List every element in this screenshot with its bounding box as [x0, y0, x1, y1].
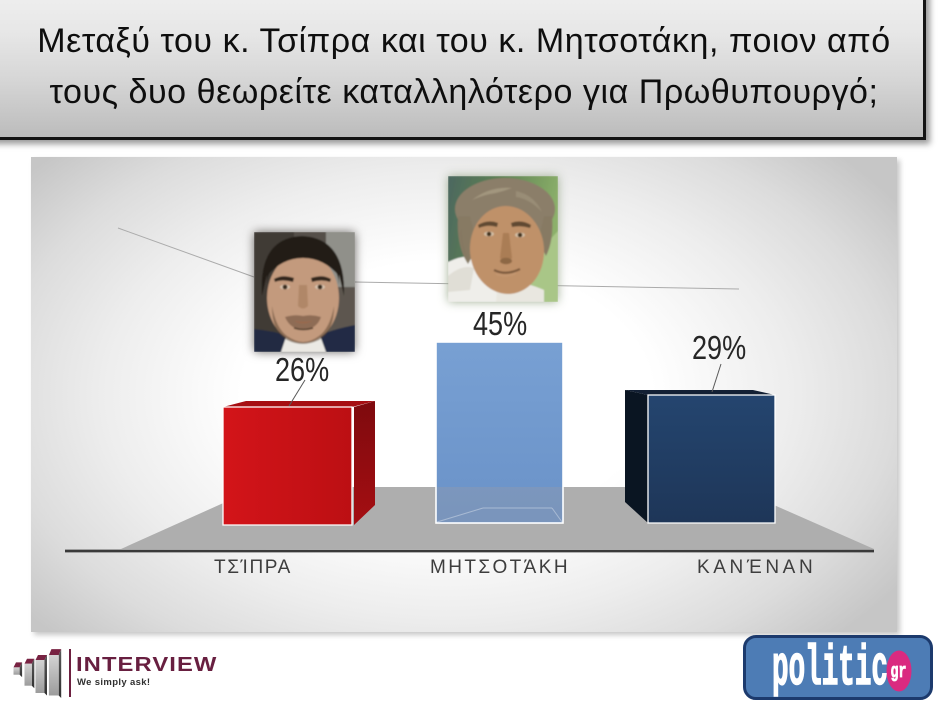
svg-text:gr: gr [891, 661, 907, 684]
svg-text:politic: politic [772, 638, 888, 697]
